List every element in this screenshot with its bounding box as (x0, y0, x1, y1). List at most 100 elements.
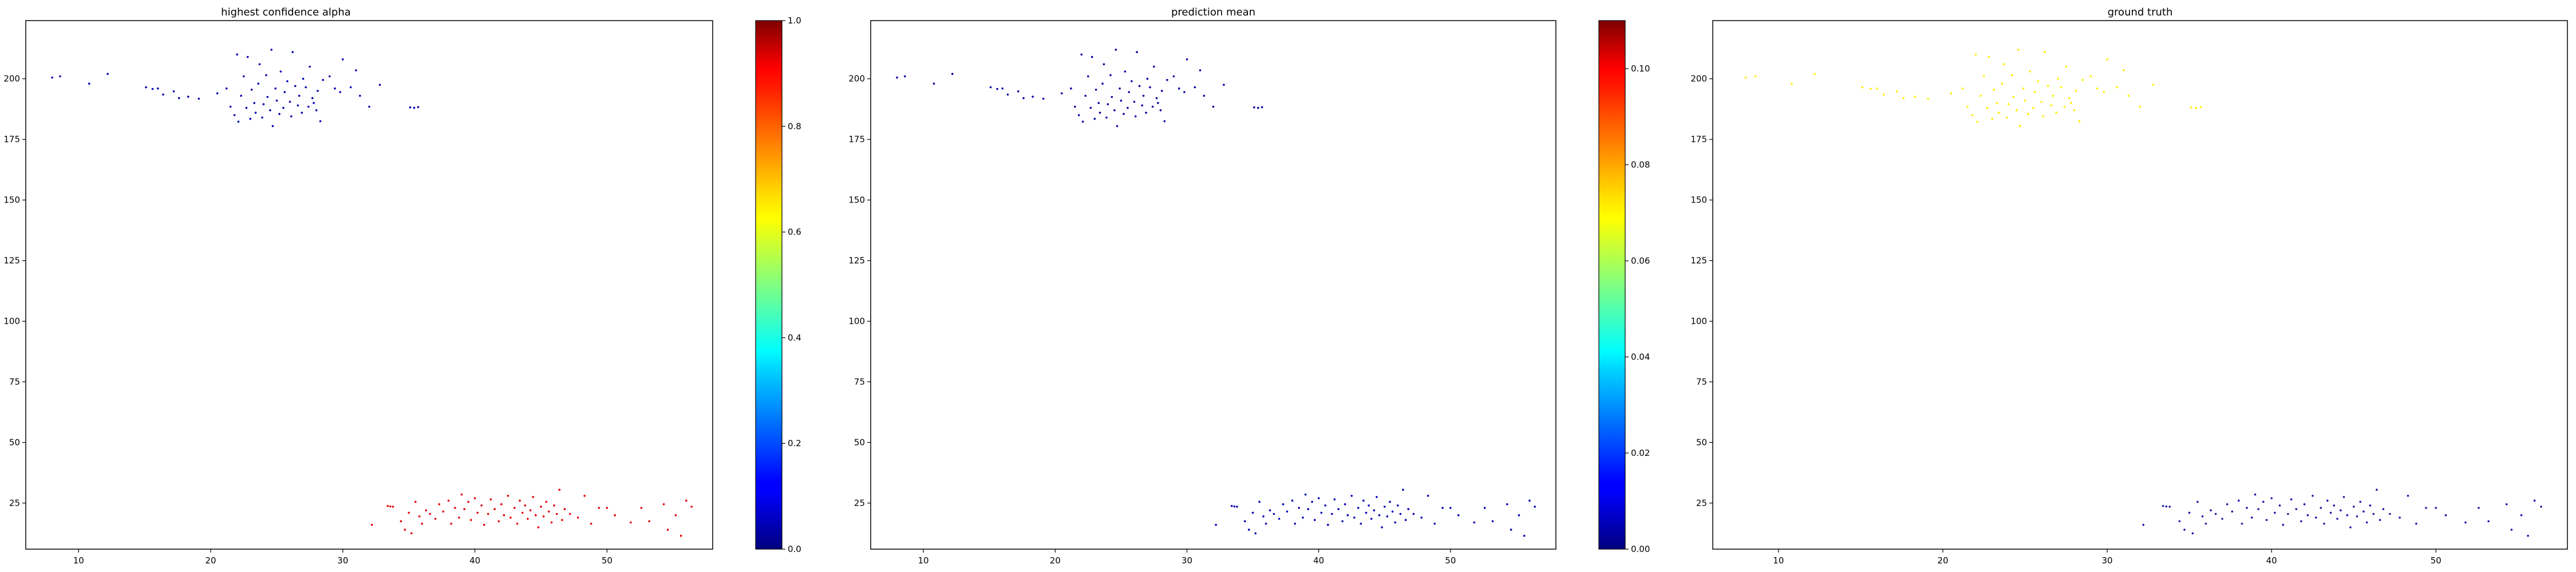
scatter-point (2006, 116, 2008, 119)
scatter-point (2303, 503, 2306, 506)
scatter-point (1510, 529, 1512, 531)
scatter-point (1814, 73, 1816, 75)
scatter-point (1394, 521, 1396, 524)
scatter-point (550, 521, 553, 524)
scatter-point (1407, 508, 1409, 510)
scatter-point (1262, 515, 1265, 518)
scatter-point (253, 102, 256, 104)
scatter-point (1282, 503, 1285, 506)
scatter-point (2057, 77, 2059, 80)
scatter-point (2231, 510, 2234, 513)
scatter-point (2029, 70, 2031, 73)
scatter-point (2487, 520, 2490, 523)
y-tick-label: 125 (848, 256, 865, 266)
scatter-point (1346, 514, 1349, 517)
scatter-point (1109, 74, 1112, 77)
scatter-point (226, 87, 228, 90)
scatter-point (1233, 505, 1236, 508)
scatter-point (1163, 120, 1166, 122)
scatter-point (2464, 521, 2467, 524)
scatter-point (2376, 488, 2378, 491)
scatter-point (630, 521, 632, 524)
scatter-point (1133, 101, 1136, 103)
scatter-point (355, 69, 357, 72)
scatter-point (1107, 103, 1109, 105)
scatter-point (537, 526, 540, 529)
scatter-point (563, 508, 566, 510)
scatter-point (2165, 505, 2168, 508)
scatter-point (370, 523, 373, 526)
x-tick-label: 10 (918, 555, 929, 566)
scatter-point (322, 79, 324, 81)
scatter-point (1330, 513, 1333, 515)
y-tick-label: 100 (3, 316, 20, 327)
scatter-point (674, 514, 677, 517)
scatter-point (1178, 87, 1180, 90)
scatter-point (2017, 49, 2020, 51)
y-tick-label: 75 (9, 377, 20, 387)
scatter-point (1991, 117, 1993, 120)
scatter-point (1294, 522, 1296, 525)
scatter-point (489, 498, 492, 500)
scatter-point (1149, 86, 1151, 89)
scatter-point (500, 503, 503, 506)
scatter-point (1017, 90, 1020, 93)
scatter-point (311, 97, 314, 100)
scatter-point (1128, 91, 1130, 93)
scatter-point (1927, 97, 1929, 100)
scatter-point (2214, 513, 2217, 515)
scatter-point (2287, 513, 2289, 515)
scatter-point (434, 518, 437, 520)
scatter-point (392, 506, 394, 508)
scatter-point (606, 507, 609, 509)
colorbar-tick-label: 0.04 (1631, 352, 1650, 362)
scatter-point (690, 506, 693, 508)
scatter-point (2510, 529, 2513, 531)
scatter-point (2068, 97, 2071, 100)
scatter-point (410, 532, 413, 535)
scatter-point (1157, 102, 1159, 104)
scatter-point (386, 505, 389, 507)
scatter-point (1362, 499, 1365, 502)
scatter-point (2326, 499, 2329, 502)
y-tick-label: 100 (1690, 316, 1707, 327)
scatter-point (301, 112, 303, 114)
scatter-point (1120, 100, 1123, 102)
colorbar-tick-label: 0.10 (1631, 63, 1650, 74)
scatter-point (442, 510, 444, 513)
scatter-point (1971, 114, 1974, 117)
scatter-point (507, 495, 509, 497)
scatter-point (278, 113, 280, 115)
scatter-point (291, 51, 294, 53)
scatter-point (576, 517, 579, 519)
scatter-point (2116, 86, 2119, 89)
scatter-point (2070, 102, 2072, 104)
scatter-point (1427, 495, 1429, 497)
scatter-point (307, 105, 310, 108)
scatter-point (2274, 511, 2276, 514)
colorbar-tick-label: 0.08 (1631, 160, 1650, 170)
scatter-point (290, 115, 293, 118)
scatter-point (2320, 507, 2322, 509)
scatter-point (1324, 504, 1326, 507)
scatter-point (2044, 51, 2046, 53)
scatter-point (1974, 53, 1977, 56)
scatter-point (1473, 521, 1476, 524)
scatter-point (1376, 496, 1378, 498)
scatter-point (1966, 105, 1969, 108)
scatter-point (896, 76, 898, 79)
scatter-point (469, 519, 472, 521)
scatter-plot-prediction-mean: 10 20 30 40 50 25 50 75 100 125 150 175 200 (848, 20, 1556, 566)
scatter-point (2282, 523, 2285, 526)
x-tick-label: 20 (206, 555, 216, 566)
scatter-point (1320, 511, 1323, 514)
scatter-point (1153, 65, 1155, 68)
scatter-point (1223, 84, 1225, 86)
scatter-point (480, 504, 483, 507)
colorbar-gradient (1598, 20, 1626, 550)
scatter-point (2001, 82, 2004, 85)
scatter-point (294, 85, 297, 88)
scatter-point (418, 515, 421, 518)
scatter-point (685, 499, 688, 502)
scatter-point (1882, 93, 1885, 96)
